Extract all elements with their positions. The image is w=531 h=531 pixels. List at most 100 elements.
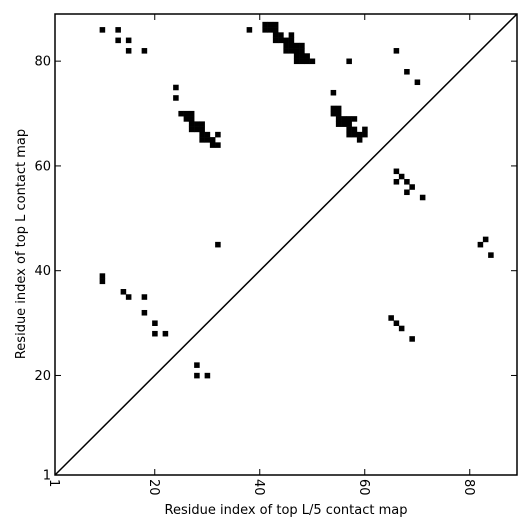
contact-point bbox=[188, 121, 195, 127]
contact-point bbox=[351, 131, 358, 138]
contact-point bbox=[115, 37, 121, 44]
contact-point bbox=[99, 27, 106, 33]
y-axis-ticks: 1 20 40 60 80 bbox=[34, 55, 517, 484]
contact-point bbox=[404, 69, 410, 75]
x-axis-label: Residue index of top L/5 contact map bbox=[165, 503, 408, 518]
contact-point bbox=[141, 294, 148, 300]
contact-point bbox=[267, 21, 274, 28]
plot-frame bbox=[54, 13, 518, 476]
contact-point bbox=[262, 21, 268, 28]
contact-point bbox=[204, 137, 211, 143]
contact-point bbox=[304, 58, 310, 65]
contact-point bbox=[335, 116, 342, 122]
contact-point bbox=[183, 116, 190, 122]
x-tick-label: 60 bbox=[356, 479, 371, 496]
contact-point bbox=[335, 105, 342, 112]
contact-point bbox=[477, 241, 484, 248]
contact-point bbox=[330, 89, 337, 96]
contact-point bbox=[341, 116, 347, 122]
contact-point bbox=[293, 42, 300, 49]
contact-point bbox=[215, 241, 221, 248]
contact-point bbox=[409, 336, 415, 342]
contact-point bbox=[272, 21, 279, 28]
contact-point bbox=[341, 121, 347, 127]
contact-point bbox=[346, 116, 352, 122]
contact-point bbox=[194, 372, 200, 379]
contact-point bbox=[404, 179, 410, 185]
contact-point bbox=[388, 315, 394, 321]
contact-point bbox=[272, 37, 279, 44]
contact-point bbox=[335, 121, 342, 127]
contact-point bbox=[299, 58, 305, 65]
contact-point bbox=[393, 168, 400, 175]
contact-point bbox=[288, 37, 295, 44]
contact-point bbox=[173, 84, 179, 91]
contact-point bbox=[304, 53, 310, 59]
y-axis-label: Residue index of top L contact map bbox=[14, 129, 29, 359]
contact-point bbox=[215, 142, 221, 148]
y-tick-label: 40 bbox=[34, 264, 51, 279]
x-axis-ticks: 1 20 40 60 80 bbox=[46, 14, 476, 496]
contact-point bbox=[393, 48, 400, 54]
contact-point bbox=[262, 27, 268, 33]
contact-point bbox=[335, 110, 342, 117]
contact-point bbox=[204, 131, 211, 138]
contact-point bbox=[272, 32, 279, 38]
y-tick-label: 20 bbox=[34, 369, 51, 384]
contact-point bbox=[152, 330, 158, 337]
contact-point bbox=[309, 58, 316, 65]
contact-point bbox=[183, 110, 190, 117]
contact-point bbox=[482, 236, 489, 243]
contact-point bbox=[99, 273, 106, 279]
contact-point bbox=[141, 48, 148, 54]
contact-point bbox=[141, 309, 148, 316]
contact-point bbox=[404, 189, 410, 196]
contact-point bbox=[194, 121, 200, 127]
contact-point bbox=[215, 131, 221, 138]
contact-point bbox=[120, 289, 127, 295]
x-tick-label: 1 bbox=[46, 479, 61, 487]
contact-point bbox=[173, 95, 179, 101]
x-tick-label: 80 bbox=[461, 479, 476, 496]
contact-point bbox=[209, 137, 216, 143]
contact-point bbox=[199, 131, 205, 138]
contact-point bbox=[299, 48, 305, 54]
contact-point bbox=[288, 32, 295, 38]
y-tick-label: 80 bbox=[34, 55, 51, 70]
contact-point bbox=[283, 42, 289, 49]
contact-point bbox=[99, 278, 106, 285]
diagonal-line bbox=[54, 13, 518, 476]
contact-point bbox=[356, 137, 363, 143]
contact-point bbox=[283, 48, 289, 54]
contact-point bbox=[152, 320, 158, 326]
y-tick-label: 1 bbox=[43, 469, 51, 484]
contact-point bbox=[125, 48, 132, 54]
contact-point bbox=[398, 325, 405, 332]
contact-point bbox=[199, 126, 205, 133]
contact-point bbox=[188, 126, 195, 133]
contact-point bbox=[188, 110, 195, 117]
contact-point bbox=[188, 116, 195, 122]
contact-point bbox=[288, 48, 295, 54]
x-tick-label: 40 bbox=[251, 479, 266, 496]
contact-point bbox=[346, 126, 352, 133]
contact-point bbox=[393, 320, 400, 326]
contact-point bbox=[346, 131, 352, 138]
contact-point bbox=[194, 362, 200, 368]
y-tick-label: 60 bbox=[34, 159, 51, 174]
contact-point bbox=[194, 126, 200, 133]
contact-point bbox=[293, 53, 300, 59]
contact-point bbox=[351, 116, 358, 122]
contact-point bbox=[162, 330, 169, 337]
contact-point bbox=[246, 27, 253, 33]
contact-point bbox=[356, 131, 363, 138]
contact-point bbox=[125, 294, 132, 300]
contact-point bbox=[288, 42, 295, 49]
contact-point bbox=[409, 184, 415, 190]
contact-point bbox=[414, 79, 421, 86]
contact-point bbox=[362, 126, 368, 133]
contact-point bbox=[199, 121, 205, 127]
contact-point bbox=[272, 27, 279, 33]
contact-point bbox=[346, 121, 352, 127]
